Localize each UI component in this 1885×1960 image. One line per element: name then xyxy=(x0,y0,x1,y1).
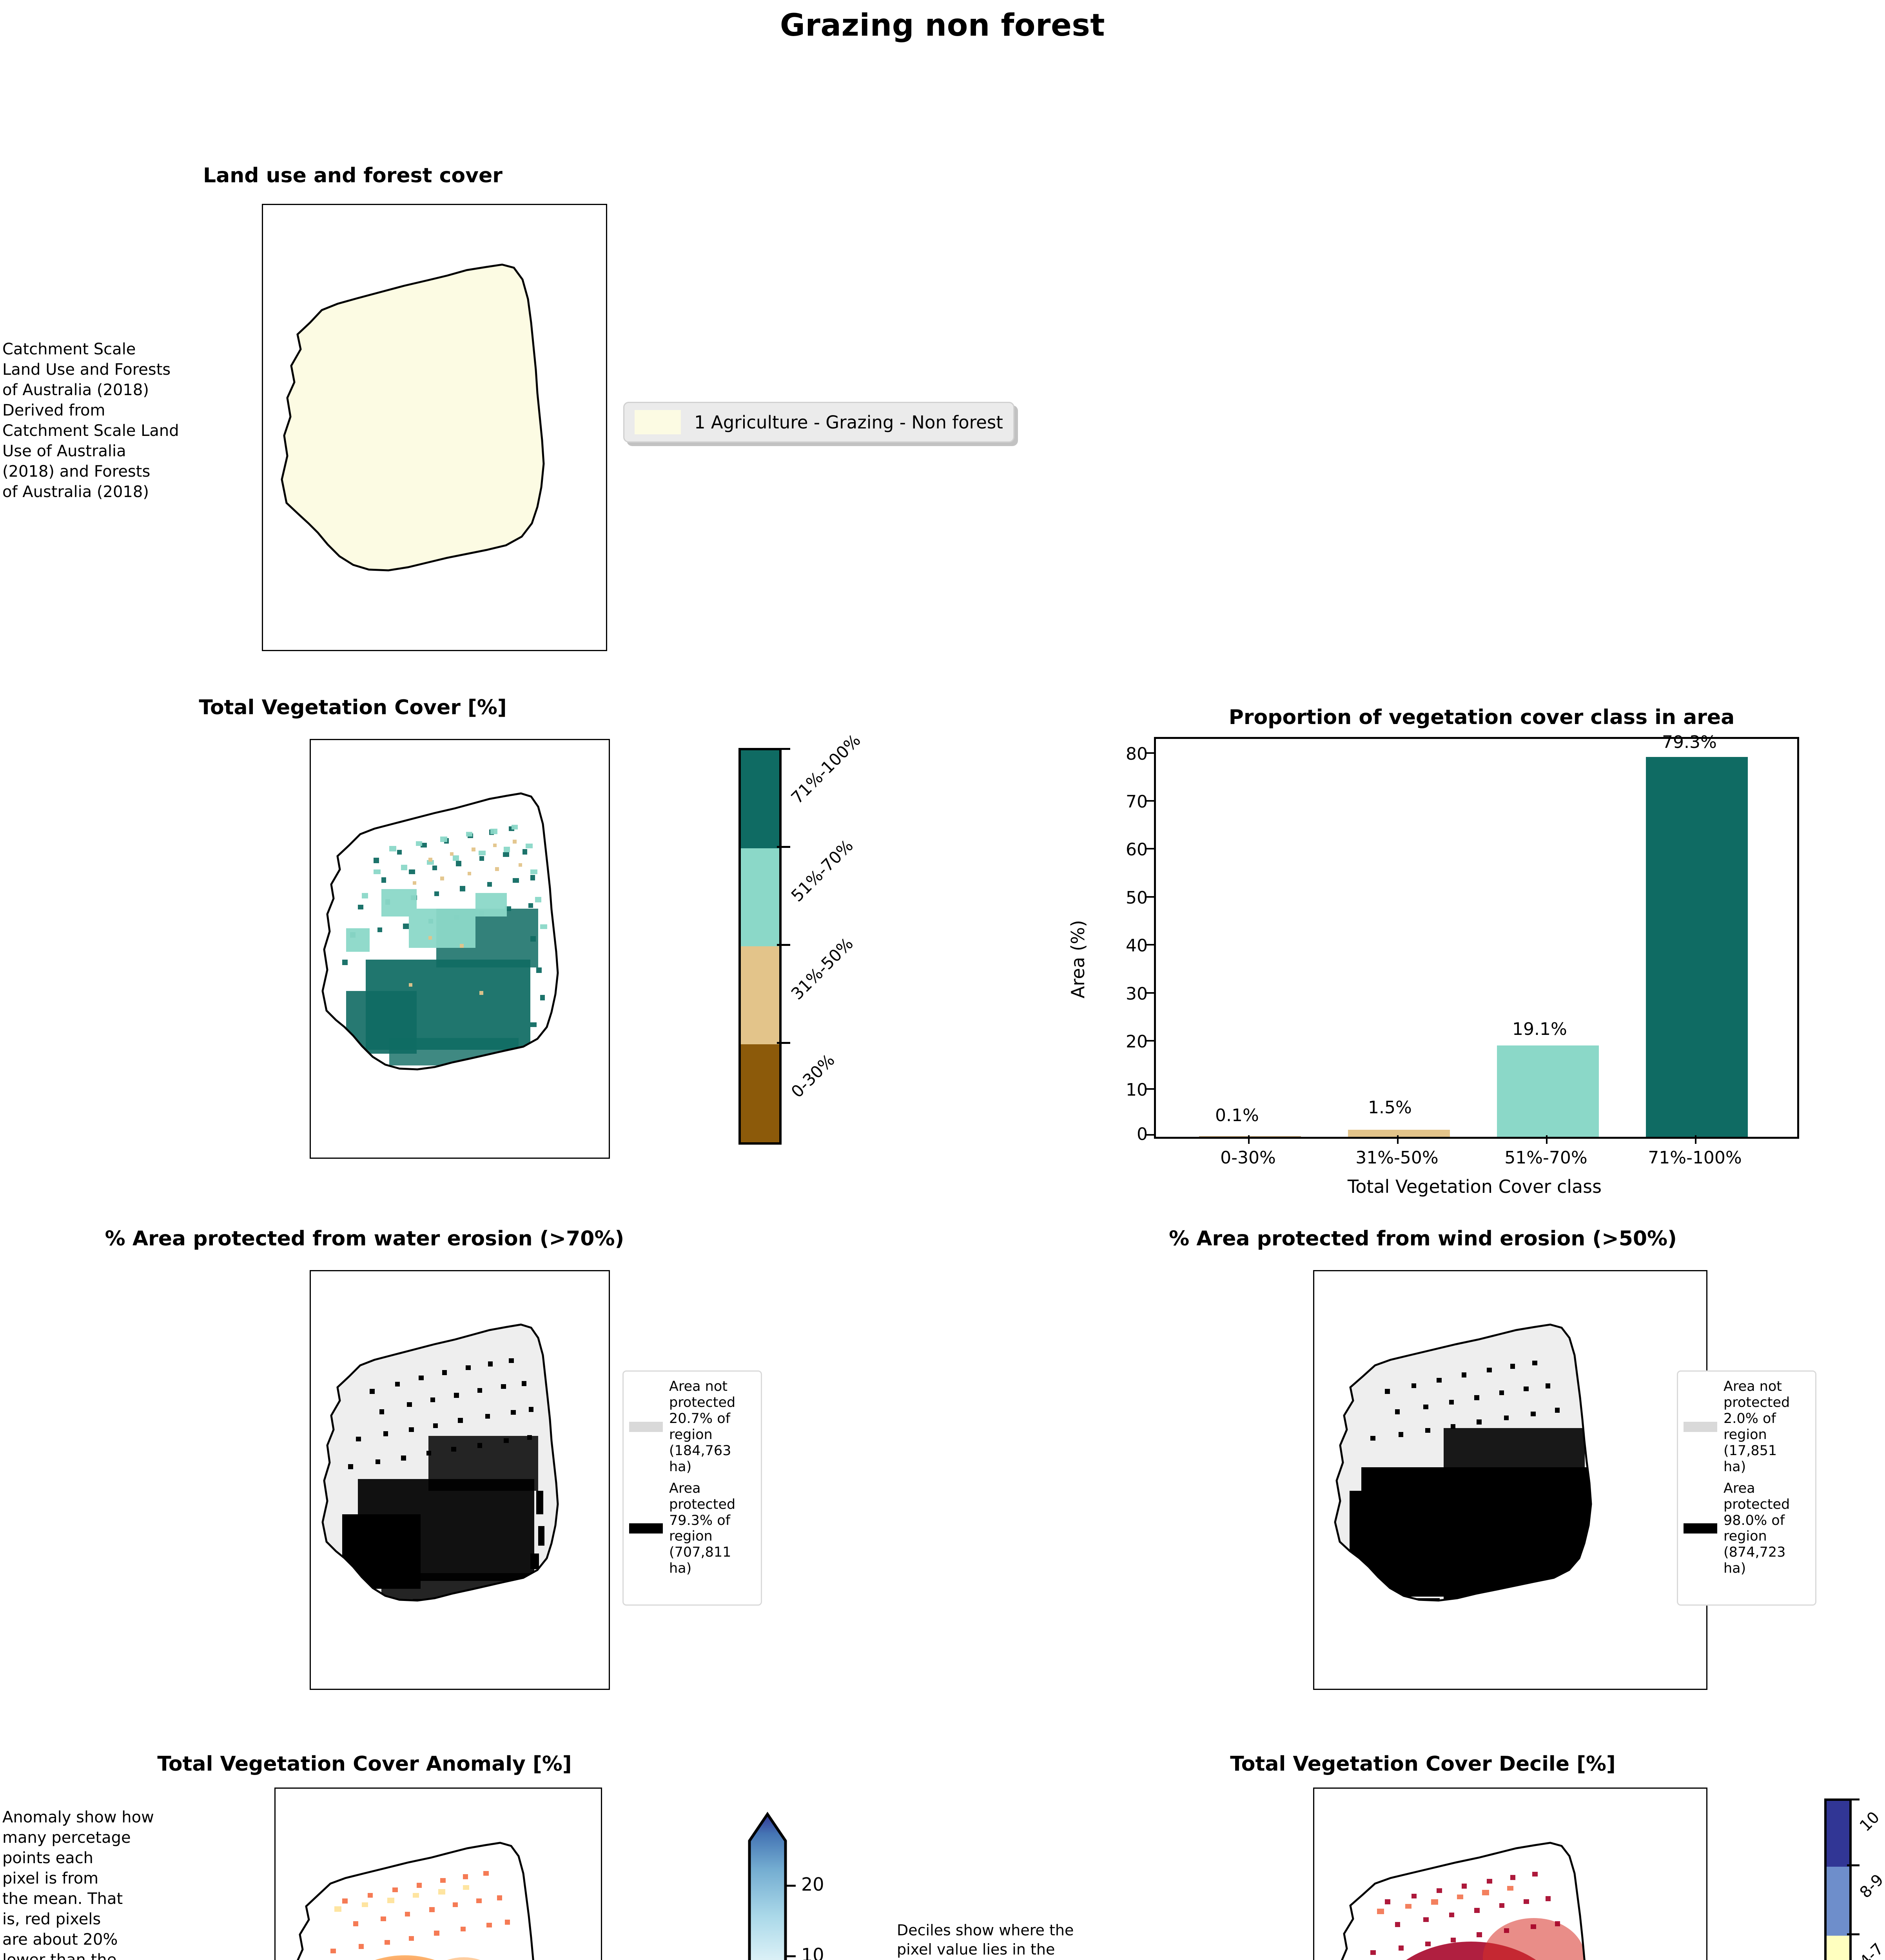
veg-cover-colorbar-seg-31-50 xyxy=(741,946,779,1044)
decile-colorbar-ticks xyxy=(1847,1798,1863,1960)
decile-colorbar xyxy=(1824,1798,1852,1960)
veg-cover-colorbar xyxy=(738,748,782,1145)
water-erosion-panel-title: % Area protected from water erosion (>70… xyxy=(105,1227,624,1250)
barchart-x-axis-label: Total Vegetation Cover class xyxy=(1347,1176,1602,1197)
veg-colorbar-ticks xyxy=(777,748,793,1144)
veg-cover-map-canvas xyxy=(311,740,609,1158)
water-erosion-map-canvas xyxy=(311,1271,609,1689)
barchart-plot-area xyxy=(1154,737,1799,1139)
bar-value-51-70: 19.1% xyxy=(1512,1019,1567,1039)
veg-cover-map xyxy=(310,739,610,1159)
wind-erosion-legend-row-protected: Area protected 98.0% of region (874,723 … xyxy=(1684,1481,1810,1577)
land-use-legend-label: 1 Agriculture - Grazing - Non forest xyxy=(694,412,1003,433)
page-title: Grazing non forest xyxy=(780,8,1105,43)
wind-erosion-panel-title: % Area protected from wind erosion (>50%… xyxy=(1169,1227,1677,1250)
bar-value-71-100: 79.3% xyxy=(1662,732,1717,752)
land-use-panel-title: Land use and forest cover xyxy=(203,164,503,187)
decile-colorbar-seg-4-7 xyxy=(1827,1936,1849,1960)
land-use-legend: 1 Agriculture - Grazing - Non forest xyxy=(623,402,1014,443)
ytick-label-40: 40 xyxy=(1126,936,1148,956)
veg-colorbar-label-71-100: 71%-100% xyxy=(787,730,864,808)
swatch-protected xyxy=(1684,1523,1717,1534)
bar-value-0-30: 0.1% xyxy=(1215,1105,1259,1125)
veg-cover-colorbar-seg-71-100 xyxy=(741,750,779,848)
decile-panel-title: Total Vegetation Cover Decile [%] xyxy=(1230,1752,1616,1776)
water-erosion-legend-row-protected: Area protected 79.3% of region (707,811 … xyxy=(629,1481,755,1577)
land-use-map-canvas xyxy=(263,205,606,650)
anomaly-tick-10 xyxy=(786,1955,796,1957)
anomaly-map-canvas xyxy=(276,1789,601,1960)
swatch-not-protected xyxy=(1684,1421,1717,1432)
water-erosion-legend: Area not protected 20.7% of region (184,… xyxy=(622,1370,762,1606)
barchart-y-axis-label: Area (%) xyxy=(1067,920,1089,998)
wind-erosion-map-canvas xyxy=(1314,1271,1706,1689)
ytick-label-60: 60 xyxy=(1126,840,1148,860)
wind-erosion-not-protected-text: Area not protected 2.0% of region (17,85… xyxy=(1724,1379,1790,1475)
veg-colorbar-label-31-50: 31%-50% xyxy=(787,934,857,1004)
xtick-label-0-30: 0-30% xyxy=(1220,1148,1276,1168)
ytick-label-50: 50 xyxy=(1126,888,1148,908)
decile-note: Deciles show where the pixel value lies … xyxy=(897,1922,1074,1958)
land-use-note: Catchment Scale Land Use and Forests of … xyxy=(2,340,179,501)
veg-cover-colorbar-seg-51-70 xyxy=(741,848,779,946)
anomaly-tick-label-20: 20 xyxy=(801,1874,824,1895)
xtick-label-71-100: 71%-100% xyxy=(1648,1148,1742,1168)
anomaly-panel-title: Total Vegetation Cover Anomaly [%] xyxy=(157,1752,572,1776)
bar-31-50 xyxy=(1348,1129,1450,1137)
ytick-label-20: 20 xyxy=(1126,1032,1148,1052)
ytick-label-70: 70 xyxy=(1126,792,1148,812)
xtick-label-51-70: 51%-70% xyxy=(1504,1148,1587,1168)
bar-71-100 xyxy=(1646,757,1748,1137)
land-use-legend-swatch xyxy=(635,410,681,434)
veg-cover-colorbar-seg-0-30 xyxy=(741,1044,779,1142)
water-erosion-legend-row-not-protected: Area not protected 20.7% of region (184,… xyxy=(629,1379,755,1475)
bar-0-30 xyxy=(1199,1136,1301,1137)
anomaly-tick-20 xyxy=(786,1885,796,1887)
veg-colorbar-label-0-30: 0-30% xyxy=(787,1050,838,1102)
bar-51-70 xyxy=(1497,1045,1599,1137)
decile-map xyxy=(1313,1788,1707,1960)
anomaly-map xyxy=(274,1788,602,1960)
swatch-not-protected xyxy=(629,1421,663,1432)
veg-cover-panel-title: Total Vegetation Cover [%] xyxy=(199,696,507,719)
wind-erosion-legend: Area not protected 2.0% of region (17,85… xyxy=(1677,1370,1816,1606)
wind-erosion-legend-row-not-protected: Area not protected 2.0% of region (17,85… xyxy=(1684,1379,1810,1475)
barchart-title: Proportion of vegetation cover class in … xyxy=(1228,706,1735,729)
anomaly-note: Anomaly show how many percetage points e… xyxy=(2,1808,154,1960)
water-erosion-not-protected-text: Area not protected 20.7% of region (184,… xyxy=(669,1379,736,1475)
ytick-label-0: 0 xyxy=(1137,1124,1148,1144)
decile-map-canvas xyxy=(1314,1789,1706,1960)
decile-colorbar-seg-8-9 xyxy=(1827,1867,1849,1936)
xtick-label-31-50: 31%-50% xyxy=(1355,1148,1439,1168)
bar-value-31-50: 1.5% xyxy=(1368,1098,1412,1118)
wind-erosion-map xyxy=(1313,1270,1707,1690)
veg-colorbar-label-51-70: 51%-70% xyxy=(787,836,857,906)
swatch-protected xyxy=(629,1523,663,1534)
ytick-label-80: 80 xyxy=(1126,744,1148,764)
land-use-map xyxy=(262,204,607,651)
wind-erosion-protected-text: Area protected 98.0% of region (874,723 … xyxy=(1724,1480,1790,1577)
decile-colorbar-seg-10 xyxy=(1827,1801,1849,1867)
water-erosion-protected-text: Area protected 79.3% of region (707,811 … xyxy=(669,1480,736,1577)
ytick-label-10: 10 xyxy=(1126,1080,1148,1100)
water-erosion-map xyxy=(310,1270,610,1690)
anomaly-colorbar: 20 10 0 −10 −20 xyxy=(746,1807,864,1960)
ytick-label-30: 30 xyxy=(1126,984,1148,1004)
anomaly-tick-label-10: 10 xyxy=(801,1944,824,1960)
